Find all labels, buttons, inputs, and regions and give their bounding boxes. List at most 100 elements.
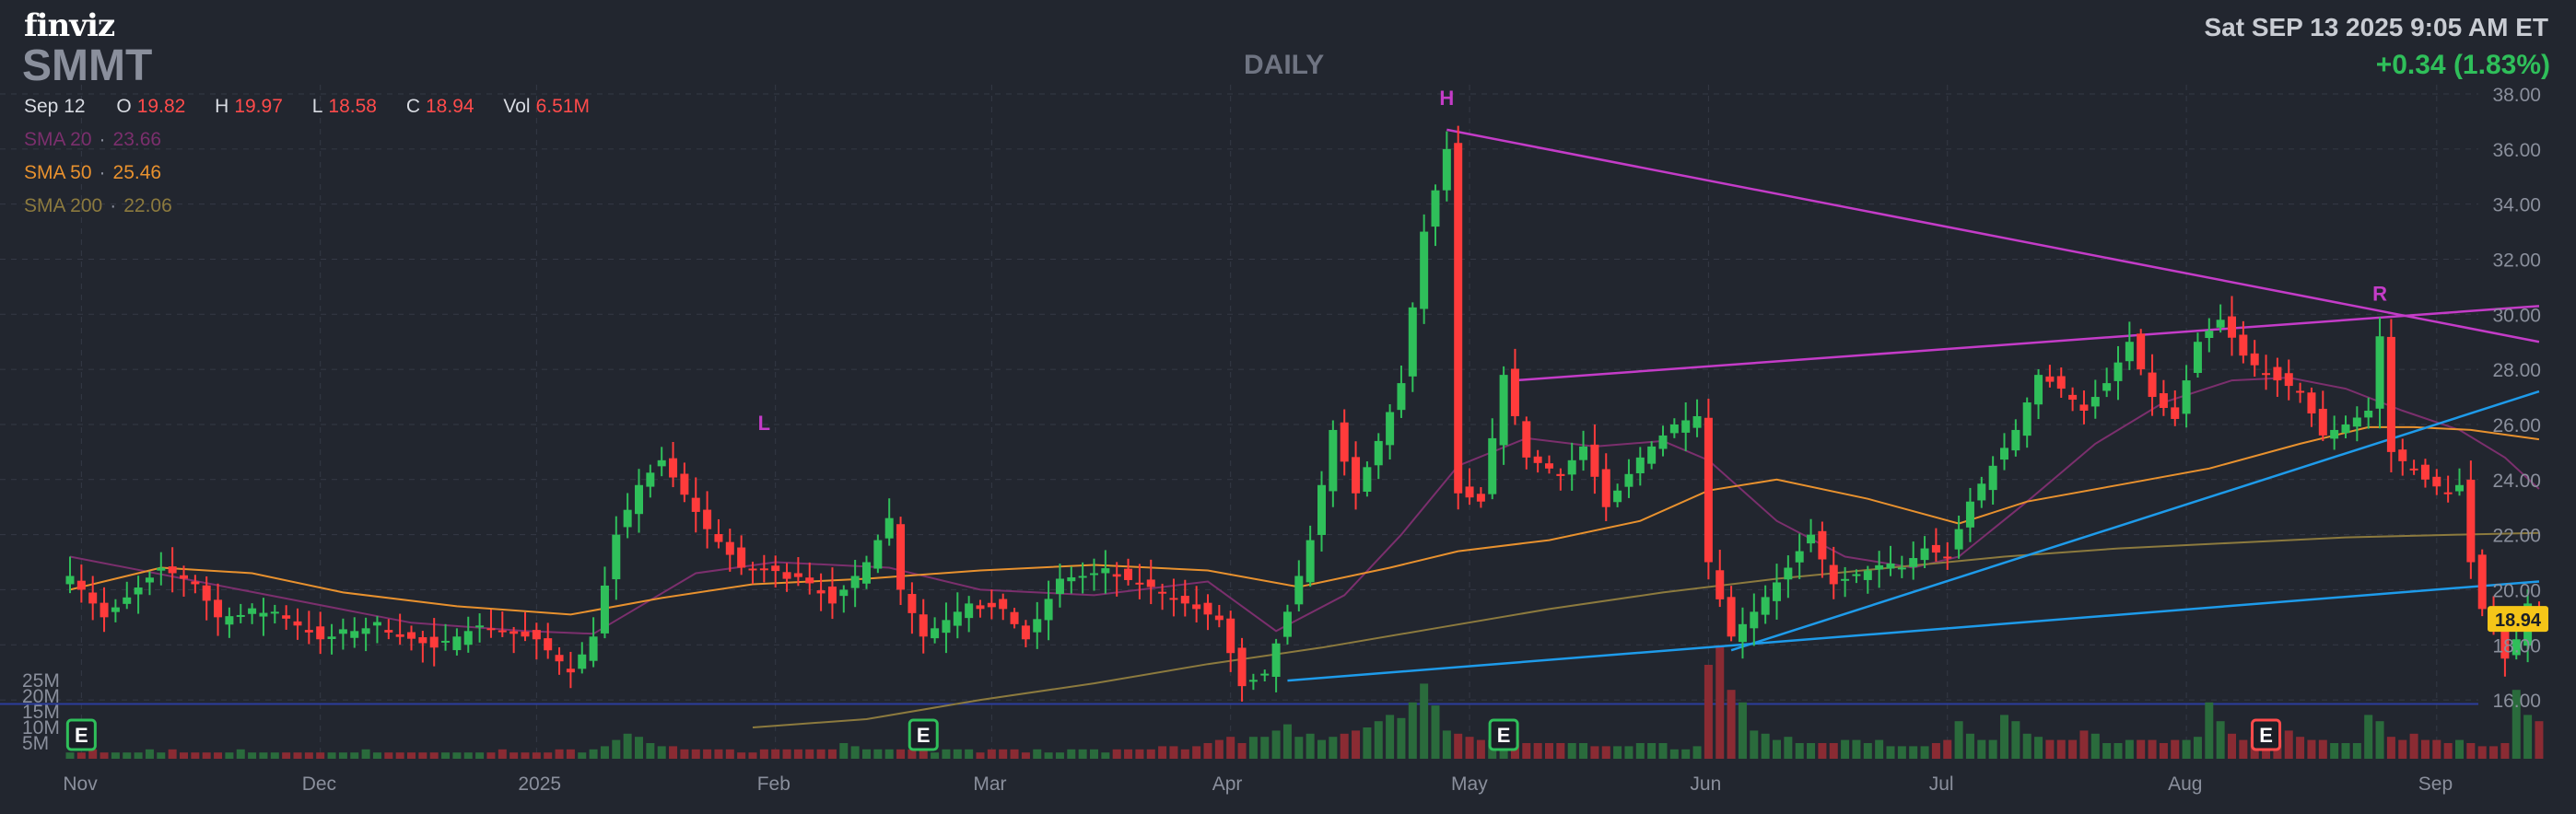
candle-body (1499, 375, 1508, 446)
volume-bar (475, 752, 485, 759)
pattern-marker: R (2372, 282, 2387, 305)
price-tick-label: 36.00 (2492, 140, 2541, 161)
volume-bar (862, 749, 871, 759)
candle-body (2512, 639, 2521, 656)
volume-bar (1795, 743, 1804, 759)
price-change: +0.34 (1.83%) (2375, 50, 2550, 80)
volume-bar (2443, 743, 2453, 759)
volume-bar (646, 743, 655, 759)
candle-body (2205, 331, 2214, 339)
volume-bar (2330, 743, 2339, 759)
candle-body (669, 458, 678, 478)
volume-bar (293, 752, 302, 759)
volume-bar (737, 752, 746, 759)
volume-bar (123, 752, 132, 759)
candle-body (1545, 463, 1553, 469)
volume-bar (976, 752, 985, 759)
volume-bar (1214, 739, 1224, 759)
close-value: 18.94 (426, 96, 474, 117)
earnings-badge-label: E (75, 724, 88, 747)
candle-body (1601, 469, 1610, 507)
volume-bar (931, 752, 940, 759)
sma-50-value: 25.46 (112, 162, 162, 183)
candle-body (259, 612, 268, 617)
candle-body (1704, 417, 1713, 563)
candle-body (361, 628, 370, 634)
finviz-logo[interactable]: finviz (24, 7, 115, 44)
earnings-badge (1488, 718, 1519, 751)
earnings-badge (907, 718, 939, 751)
candle-body (1067, 576, 1076, 582)
volume-bar (1408, 702, 1417, 759)
volume-label: Vol (503, 96, 531, 117)
volume-tick-label: 20M (22, 686, 60, 707)
volume-bar (418, 752, 427, 759)
volume-bar (2102, 743, 2112, 759)
volume-bar (498, 749, 507, 759)
candlesticks[interactable] (65, 125, 2544, 702)
candle-body (2455, 484, 2464, 492)
volume-bar (350, 752, 359, 759)
candle-body (338, 629, 347, 634)
volume-bar (270, 752, 279, 759)
candle-body (76, 580, 86, 590)
volume-bar (2341, 743, 2350, 759)
sma-50-legend[interactable]: SMA 50 · 25.46 (24, 162, 162, 183)
candle-body (418, 637, 427, 644)
volume-bar (2409, 733, 2418, 759)
candle-body (1965, 501, 1974, 528)
volume-bar (1965, 733, 1974, 759)
candle-body (1795, 551, 1804, 563)
candle-body (1920, 548, 1929, 561)
volume-bar (2420, 739, 2430, 759)
volume-bar (965, 749, 974, 759)
candle-body (2307, 392, 2316, 413)
price-tick-label: 22.00 (2492, 526, 2541, 547)
candle-body (1943, 556, 1952, 559)
candle-body (2045, 376, 2055, 382)
price-tick-label: 16.00 (2492, 691, 2541, 712)
volume-bar (1476, 739, 1485, 759)
volume-bar (2523, 715, 2533, 759)
candle-body (1146, 579, 1155, 587)
candle-body (1397, 383, 1406, 411)
volume-bar (338, 752, 347, 759)
volume-bar (793, 749, 802, 759)
candle-body (2477, 554, 2487, 610)
volume-bar (1761, 733, 1770, 759)
price-tick-label: 28.00 (2492, 360, 2541, 381)
volume-bar (1397, 717, 1406, 759)
sma-200-legend[interactable]: SMA 200 · 22.06 (24, 195, 172, 216)
trendlines[interactable] (1287, 128, 2540, 682)
candle-body (896, 524, 906, 590)
volume-bar (703, 749, 712, 759)
candle-body (1214, 615, 1224, 621)
volume-bar (2000, 715, 2008, 759)
candle-body (2239, 334, 2248, 356)
candle-body (498, 630, 507, 633)
candle-body (1078, 576, 1087, 578)
time-tick-label: Apr (1212, 773, 1243, 795)
volume-bar (2205, 702, 2214, 759)
sma-200-value: 22.06 (123, 195, 172, 216)
close-label: C (405, 96, 420, 117)
candle-body (544, 638, 553, 651)
candle-body (395, 634, 404, 637)
candle-body (1556, 473, 1565, 476)
sma-line (69, 425, 2540, 616)
candle-body (1488, 437, 1497, 494)
volume-bar (1192, 746, 1201, 759)
volume-bar (145, 749, 154, 759)
volume-bar (2011, 721, 2020, 759)
candle-body (1044, 599, 1053, 621)
candle-body (475, 625, 485, 628)
candle-body (1033, 619, 1042, 633)
volume-bar (202, 752, 211, 759)
sma-20-legend[interactable]: SMA 20 · 23.66 (24, 129, 162, 150)
candle-body (1931, 544, 1940, 553)
candle-body (1340, 422, 1349, 462)
volume-bar (1681, 749, 1691, 759)
sma-lines (69, 377, 2540, 728)
volume-bar (2228, 733, 2236, 759)
